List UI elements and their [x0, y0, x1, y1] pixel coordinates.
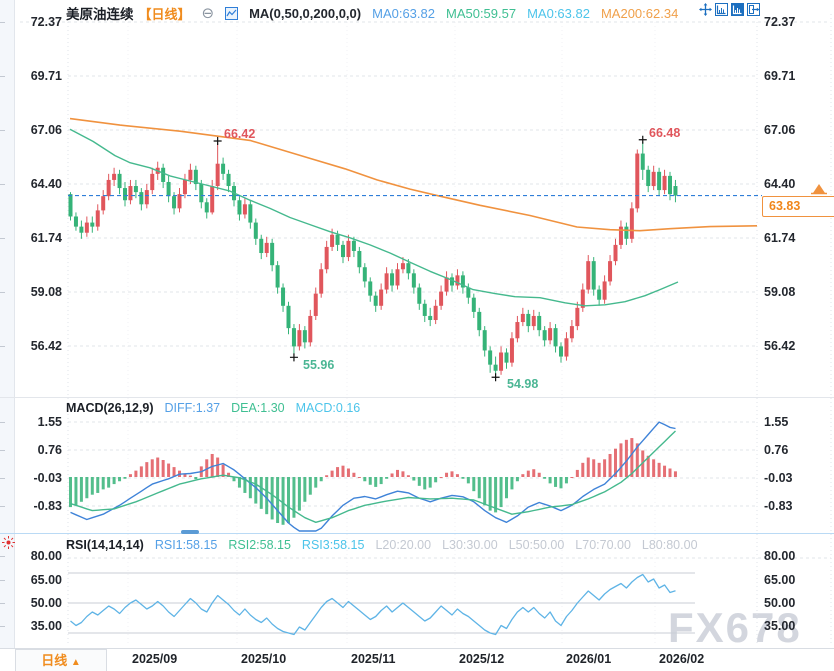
ruler-tick [0, 184, 5, 185]
macd-rsi-divider[interactable] [0, 533, 834, 534]
price-axis-label: 72.37 [764, 15, 796, 29]
macd-value: MACD:0.16 [295, 401, 361, 415]
ma-settings-label: MA(0,50,0,200,0,0) [249, 5, 362, 21]
price-axis-label: 56.42 [764, 339, 796, 353]
price-axis-label: 61.74 [30, 231, 62, 245]
ruler-tick [0, 76, 5, 77]
high-annotation-1: 66.42 [224, 127, 256, 141]
rsi-l20-label: L20:20.00 [375, 538, 432, 552]
month-axis-label: 2026/01 [566, 652, 612, 666]
rsi-axis-label: 65.00 [30, 573, 62, 587]
move-icon[interactable] [699, 3, 712, 16]
price-axis-label: 64.40 [764, 177, 796, 191]
price-axis-label: 56.42 [30, 339, 62, 353]
timeframe-tab[interactable]: 日线 ▲ [15, 649, 107, 671]
rsi2-value: RSI2:58.15 [228, 538, 291, 552]
diff-value: DIFF:1.37 [164, 401, 221, 415]
low-annotation-2: 54.98 [507, 377, 539, 391]
divider-drag-handle[interactable] [181, 530, 199, 534]
macd-axis-label: -0.83 [764, 499, 793, 513]
main-macd-divider[interactable] [0, 397, 834, 398]
dea-value: DEA:1.30 [231, 401, 285, 415]
macd-axis-label: 0.76 [764, 443, 789, 457]
rsi-axis-label: 65.00 [764, 573, 796, 587]
indicator-chart-icon[interactable] [225, 6, 239, 20]
rsi1-value: RSI1:58.15 [154, 538, 218, 552]
macd-axis-label: -0.03 [764, 471, 793, 485]
ruler-tick [0, 450, 5, 451]
ruler-tick [0, 22, 5, 23]
macd-axis-label: 1.55 [764, 415, 789, 429]
price-axis-label: 72.37 [30, 15, 62, 29]
chart-toolbar [699, 3, 760, 16]
ruler-tick [0, 238, 5, 239]
ruler-tick [0, 556, 5, 557]
rsi-axis-label: 80.00 [764, 549, 796, 563]
macd-title: MACD(26,12,9) [66, 401, 154, 415]
rsi-l30-label: L30:30.00 [442, 538, 498, 552]
ruler-tick [0, 580, 5, 581]
axis-zoom-active-icon[interactable] [731, 3, 744, 16]
price-axis-label: 61.74 [764, 231, 796, 245]
macd-panel-header: MACD(26,12,9) DIFF:1.37 DEA:1.30 MACD:0.… [66, 401, 360, 415]
ruler-tick [0, 478, 5, 479]
price-axis-label: 69.71 [764, 69, 796, 83]
axis-zoom-icon[interactable] [715, 3, 728, 16]
timeframe-tag: 【日线】 [138, 6, 191, 22]
price-axis-label: 59.08 [764, 285, 796, 299]
price-axis-label: 69.71 [30, 69, 62, 83]
main-chart-header: 美原油连续 【日线】 ⊖ MA(0,50,0,200,0,0) MA0:63.8… [66, 3, 678, 23]
price-axis-label: 59.08 [30, 285, 62, 299]
price-axis-label: 64.40 [30, 177, 62, 191]
ma0b-value: MA0:63.82 [527, 5, 590, 21]
ma0-value: MA0:63.82 [372, 5, 435, 21]
ruler-tick [0, 603, 5, 604]
month-axis-label: 2025/11 [351, 652, 396, 666]
month-axis-label: 2026/02 [659, 652, 705, 666]
ruler-tick [0, 346, 5, 347]
rsi-axis-label: 50.00 [764, 596, 796, 610]
ruler-tick [0, 292, 5, 293]
ma200-value: MA200:62.34 [600, 5, 679, 21]
ruler-tick [0, 422, 5, 423]
ruler-tick [0, 130, 5, 131]
rsi-axis-label: 35.00 [764, 619, 796, 633]
ma50-value: MA50:59.57 [445, 5, 517, 21]
price-axis-label: 67.06 [764, 123, 796, 137]
timeframe-tab-label: 日线 [41, 653, 68, 668]
last-price-box: 63.83 [762, 195, 834, 217]
macd-axis-label: 0.76 [37, 443, 62, 457]
left-ruler-strip [0, 0, 15, 648]
rsi-l50-label: L50:50.00 [508, 538, 565, 552]
exit-right-icon[interactable] [747, 3, 760, 16]
rsi3-value: RSI3:58.15 [301, 538, 365, 552]
live-indicator-icon [2, 536, 15, 549]
collapse-icon[interactable]: ⊖ [201, 4, 215, 22]
rsi-l70-label: L70:70.00 [575, 538, 631, 552]
rsi-axis-label: 35.00 [30, 619, 62, 633]
macd-axis-label: -0.83 [33, 499, 63, 513]
rsi-axis-label: 50.00 [30, 596, 62, 610]
rsi-axis-label: 80.00 [30, 549, 62, 563]
month-axis-label: 2025/10 [241, 652, 287, 666]
ruler-tick [0, 626, 5, 627]
rsi-panel-header: RSI(14,14,14) RSI1:58.15 RSI2:58.15 RSI3… [66, 538, 698, 552]
month-axis-label: 2025/12 [459, 652, 505, 666]
symbol-name: 美原油连续 [66, 7, 134, 22]
timeframe-tab-arrow-icon: ▲ [70, 657, 81, 668]
month-axis-label: 2025/09 [132, 652, 178, 666]
high-annotation-2: 66.48 [649, 126, 681, 140]
time-axis-bar [0, 648, 834, 671]
watermark: FX678 [668, 604, 802, 651]
ruler-tick [0, 506, 5, 507]
low-annotation-1: 55.96 [303, 358, 335, 372]
price-axis-label: 67.06 [30, 123, 62, 137]
rsi-title: RSI(14,14,14) [66, 538, 144, 552]
macd-axis-label: -0.03 [33, 471, 63, 485]
price-marker-icon [811, 184, 827, 195]
rsi-l80-label: L80:80.00 [641, 538, 698, 552]
macd-axis-label: 1.55 [37, 415, 62, 429]
